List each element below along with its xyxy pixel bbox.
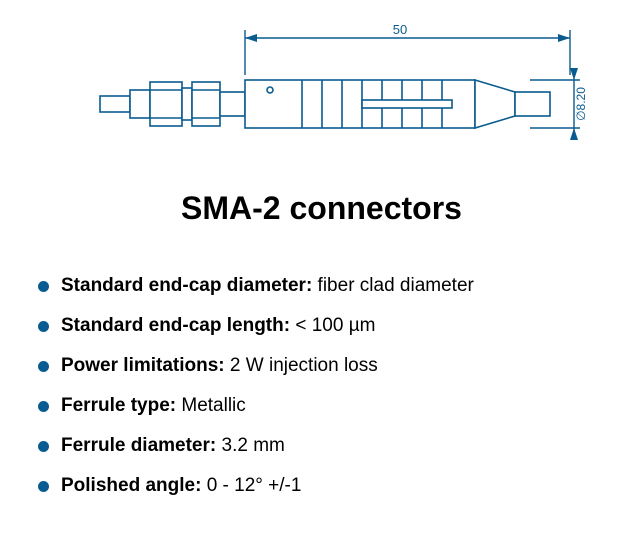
spec-value: 0 - 12° +/-1 — [201, 475, 301, 497]
spec-value: Metallic — [176, 395, 246, 417]
top-dimension — [245, 30, 570, 75]
spec-label: Standard end-cap length: — [61, 315, 290, 337]
spec-value: fiber clad diameter — [312, 275, 474, 297]
connector-outline — [100, 80, 550, 128]
spec-item-polished-angle: Polished angle: 0 - 12° +/-1 — [38, 475, 618, 497]
spec-item-endcap-length: Standard end-cap length: < 100 µm — [38, 315, 618, 337]
spec-value: 3.2 mm — [216, 435, 285, 457]
bullet-icon — [38, 321, 49, 332]
right-dim-label: ∅8.20 — [574, 87, 588, 121]
spec-label: Power limitations: — [61, 355, 225, 377]
spec-list: Standard end-cap diameter: fiber clad di… — [38, 275, 618, 515]
top-dim-label: 50 — [393, 22, 407, 37]
spec-value: 2 W injection loss — [225, 355, 378, 377]
main-title: SMA-2 connectors — [0, 190, 643, 227]
spec-label: Polished angle: — [61, 475, 201, 497]
bullet-icon — [38, 361, 49, 372]
page-root: 50 ∅8.20 — [0, 0, 643, 556]
spec-label: Standard end-cap diameter: — [61, 275, 312, 297]
bullet-icon — [38, 481, 49, 492]
spec-label: Ferrule diameter: — [61, 435, 216, 457]
spec-item-power: Power limitations: 2 W injection loss — [38, 355, 618, 377]
connector-diagram: 50 ∅8.20 — [70, 20, 590, 160]
bullet-icon — [38, 401, 49, 412]
spec-item-ferrule-diameter: Ferrule diameter: 3.2 mm — [38, 435, 618, 457]
bullet-icon — [38, 441, 49, 452]
spec-item-endcap-diameter: Standard end-cap diameter: fiber clad di… — [38, 275, 618, 297]
bullet-icon — [38, 281, 49, 292]
spec-value: < 100 µm — [290, 315, 375, 337]
spec-label: Ferrule type: — [61, 395, 176, 417]
spec-item-ferrule-type: Ferrule type: Metallic — [38, 395, 618, 417]
